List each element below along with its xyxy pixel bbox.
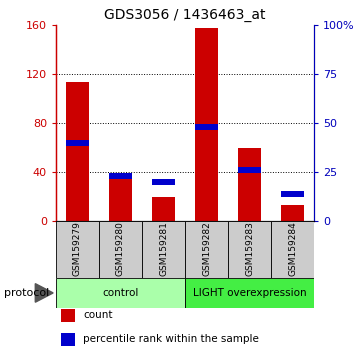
Text: GSM159284: GSM159284 bbox=[288, 221, 297, 276]
Bar bbox=[66, 82, 89, 221]
Bar bbox=[195, 124, 218, 130]
Text: GSM159282: GSM159282 bbox=[202, 221, 211, 276]
Bar bbox=[185, 221, 228, 278]
Text: control: control bbox=[102, 288, 139, 298]
Bar bbox=[281, 205, 304, 221]
Title: GDS3056 / 1436463_at: GDS3056 / 1436463_at bbox=[104, 8, 266, 22]
Bar bbox=[185, 278, 314, 308]
Text: percentile rank within the sample: percentile rank within the sample bbox=[83, 334, 259, 344]
Bar bbox=[109, 173, 132, 179]
Bar bbox=[152, 197, 175, 221]
Bar bbox=[281, 191, 304, 197]
Bar bbox=[56, 278, 185, 308]
Text: GSM159283: GSM159283 bbox=[245, 221, 254, 276]
Bar bbox=[238, 167, 261, 173]
Bar bbox=[56, 221, 99, 278]
Bar bbox=[238, 148, 261, 221]
Text: GSM159279: GSM159279 bbox=[73, 221, 82, 276]
Polygon shape bbox=[35, 284, 53, 302]
Bar bbox=[61, 309, 75, 322]
Text: protocol: protocol bbox=[4, 288, 49, 298]
Text: count: count bbox=[83, 310, 113, 320]
Bar bbox=[61, 333, 75, 346]
Bar bbox=[109, 175, 132, 221]
Bar bbox=[228, 221, 271, 278]
Text: GSM159281: GSM159281 bbox=[159, 221, 168, 276]
Bar bbox=[152, 179, 175, 185]
Text: GSM159280: GSM159280 bbox=[116, 221, 125, 276]
Bar bbox=[195, 28, 218, 221]
Text: LIGHT overexpression: LIGHT overexpression bbox=[193, 288, 306, 298]
Bar bbox=[99, 221, 142, 278]
Bar bbox=[271, 221, 314, 278]
Bar bbox=[66, 139, 89, 146]
Bar bbox=[142, 221, 185, 278]
